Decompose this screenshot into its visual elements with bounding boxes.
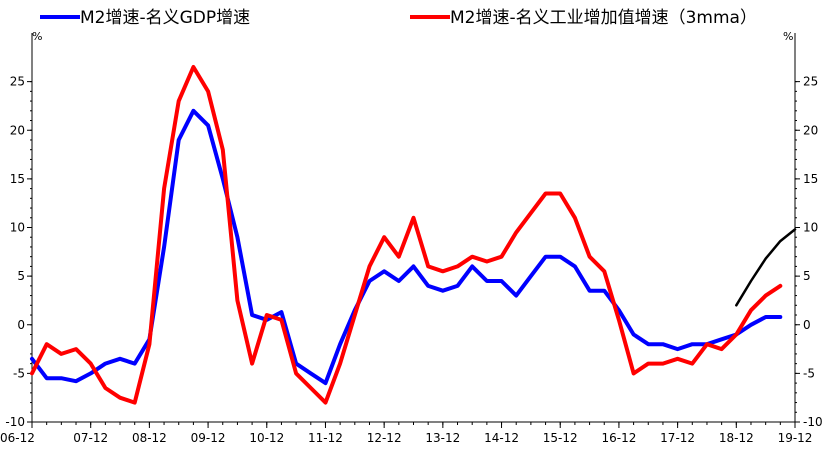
y-tick-label-left: 0 [17, 318, 25, 332]
y-tick-label-right: 15 [803, 172, 818, 186]
x-tick-label: 12-12 [367, 431, 402, 445]
y-tick-label-right: 25 [803, 75, 818, 89]
y-tick-label-left: 25 [10, 75, 25, 89]
left-axis-unit: % [32, 30, 42, 43]
x-tick-label: 17-12 [660, 431, 695, 445]
x-tick-label: 10-12 [249, 431, 284, 445]
y-tick-label-right: 0 [803, 318, 811, 332]
y-tick-label-left: 5 [17, 269, 25, 283]
legend-label-blue: M2增速-名义GDP增速 [80, 8, 250, 28]
series-layer [30, 65, 797, 405]
y-tick-label-left: 10 [10, 221, 25, 235]
series-line-1 [30, 65, 783, 405]
x-tick-label: 11-12 [308, 431, 343, 445]
x-tick-label: 09-12 [191, 431, 226, 445]
y-tick-label-left: 15 [10, 172, 25, 186]
legend-label-red: M2增速-名义工业增加值增速（3mma） [450, 8, 757, 28]
x-tick-label: 19-12 [778, 431, 813, 445]
y-tick-label-right: -10 [803, 415, 823, 429]
right-axis-unit: % [783, 30, 793, 43]
y-tick-label-right: 10 [803, 221, 818, 235]
x-tick-label: 15-12 [543, 431, 578, 445]
y-tick-label-right: 5 [803, 269, 811, 283]
x-tick-label: 16-12 [601, 431, 636, 445]
x-tick-label: 07-12 [73, 431, 108, 445]
y-tick-label-left: -10 [5, 415, 25, 429]
y-tick-label-left: 20 [10, 123, 25, 137]
series-line-0 [30, 108, 783, 386]
y-tick-label-left: -5 [13, 366, 25, 380]
x-tick-label: 18-12 [719, 431, 754, 445]
y-tick-label-right: 20 [803, 123, 818, 137]
legend: M2增速-名义GDP增速 M2增速-名义工业增加值增速（3mma） [40, 8, 757, 28]
x-tick-label: 13-12 [425, 431, 460, 445]
series-line-2 [735, 228, 797, 307]
x-tick-label: 08-12 [132, 431, 167, 445]
axes: -10 -10 -5 -5 0 0 5 5 10 10 15 15 20 20 25 25 06-12 07-12… [0, 33, 823, 445]
y-tick-label-right: -5 [803, 366, 815, 380]
x-tick-label: 06-12 [0, 431, 35, 445]
x-tick-label: 14-12 [484, 431, 519, 445]
